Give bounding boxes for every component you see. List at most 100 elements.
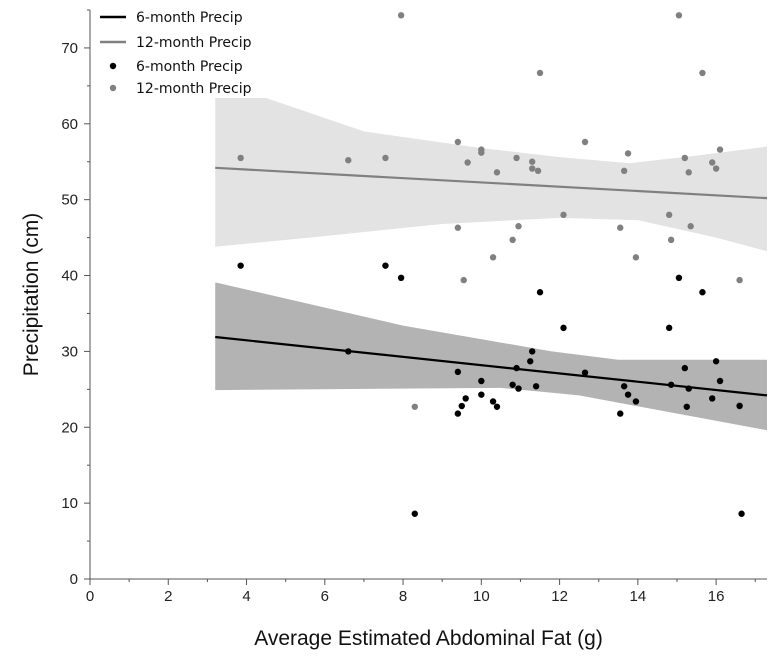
data-point-12-month <box>411 403 419 410</box>
data-point-6-month <box>617 410 624 417</box>
data-point-12-month <box>454 224 462 231</box>
data-point-12-month <box>624 150 632 157</box>
data-point-12-month <box>464 159 471 166</box>
data-point-6-month <box>699 289 706 296</box>
data-point-6-month <box>411 510 419 517</box>
data-point-6-month <box>462 395 469 402</box>
data-point-12-month <box>509 236 516 244</box>
data-point-12-month <box>685 169 692 176</box>
data-point-12-month <box>675 12 683 19</box>
data-point-6-month <box>493 403 501 410</box>
legend-label: 12-month Precip <box>136 81 252 97</box>
data-point-12-month <box>716 146 724 153</box>
data-point-6-month <box>675 274 683 282</box>
regression-line-6-month <box>215 335 768 397</box>
y-tick-label: 0 <box>70 571 78 588</box>
data-point-12-month <box>687 223 694 230</box>
y-tick-label: 20 <box>61 419 78 436</box>
data-point-12-month <box>397 12 405 19</box>
data-point-6-month <box>515 385 522 392</box>
x-tick-label: 4 <box>242 588 250 605</box>
data-point-12-month <box>460 276 467 284</box>
data-point-12-month <box>478 146 485 153</box>
data-point-12-month <box>529 158 536 165</box>
data-point-12-month <box>709 159 716 166</box>
data-point-6-month <box>478 377 485 385</box>
x-tick-label: 2 <box>164 588 172 605</box>
data-point-12-month <box>581 138 589 146</box>
data-point-12-month <box>632 254 640 261</box>
y-tick-label: 10 <box>61 495 78 512</box>
data-point-6-month <box>632 398 640 405</box>
y-tick-label: 50 <box>61 192 78 209</box>
data-point-12-month <box>681 154 689 162</box>
confidence-bands <box>215 98 767 431</box>
data-point-6-month <box>624 391 632 398</box>
y-tick-label: 40 <box>61 268 78 285</box>
data-point-6-month <box>736 402 743 410</box>
regression-line-12-month <box>215 166 768 200</box>
data-point-12-month <box>667 236 675 244</box>
data-point-6-month <box>620 383 628 390</box>
confidence-band-12-month <box>215 98 767 252</box>
data-point-12-month <box>560 211 567 219</box>
y-tick-label: 70 <box>61 40 78 57</box>
data-point-12-month <box>454 138 462 146</box>
data-point-6-month <box>665 324 673 332</box>
y-axis-title: Precipitation (cm) <box>20 213 43 376</box>
data-point-12-month <box>617 224 624 231</box>
legend-point-swatch <box>109 62 117 70</box>
data-point-12-month <box>493 169 501 176</box>
data-point-12-month <box>515 223 522 230</box>
data-point-6-month <box>454 410 462 417</box>
data-point-6-month <box>712 358 720 365</box>
data-point-6-month <box>581 369 589 376</box>
x-tick-label: 8 <box>399 588 407 605</box>
data-point-6-month <box>345 348 352 355</box>
y-tick-label: 60 <box>61 116 78 133</box>
data-point-6-month <box>478 391 485 398</box>
legend-label: 6-month Precip <box>136 10 243 26</box>
data-point-6-month <box>382 262 389 269</box>
legend-point-swatch <box>109 84 117 92</box>
data-point-6-month <box>397 274 405 282</box>
data-point-12-month <box>489 254 497 261</box>
data-point-6-month <box>716 377 724 385</box>
data-point-6-month <box>529 348 536 355</box>
legend: 6-month Precip 12-month Precip 6-month Pre… <box>100 10 252 97</box>
data-point-6-month <box>489 398 497 405</box>
data-point-12-month <box>382 154 389 162</box>
regression-lines <box>215 166 768 397</box>
data-point-6-month <box>458 402 465 410</box>
data-point-12-month <box>529 165 536 172</box>
data-point-6-month <box>685 385 692 392</box>
data-point-6-month <box>683 403 690 410</box>
data-point-12-month <box>699 69 706 77</box>
legend-label: 6-month Precip <box>136 59 243 75</box>
data-point-12-month <box>620 167 628 175</box>
x-tick-label: 14 <box>630 588 647 605</box>
data-point-6-month <box>527 358 534 365</box>
data-point-12-month <box>237 154 244 162</box>
data-point-6-month <box>509 381 516 388</box>
data-point-6-month <box>667 381 675 388</box>
data-point-6-month <box>536 289 544 296</box>
legend-label: 12-month Precip <box>136 35 252 51</box>
data-point-6-month <box>237 262 244 269</box>
data-point-6-month <box>454 368 462 376</box>
data-point-6-month <box>560 324 567 332</box>
data-point-6-month <box>532 383 540 390</box>
data-point-12-month <box>665 211 673 219</box>
x-tick-label: 12 <box>551 588 568 605</box>
data-point-6-month <box>513 364 520 372</box>
x-tick-label: 6 <box>321 588 329 605</box>
data-point-12-month <box>712 165 720 172</box>
data-point-12-month <box>736 276 743 284</box>
data-point-6-month <box>738 510 745 517</box>
y-tick-label: 30 <box>61 343 78 360</box>
data-point-6-month <box>681 364 689 372</box>
data-point-12-month <box>345 157 352 164</box>
x-axis-title: Average Estimated Abdominal Fat (g) <box>254 627 603 650</box>
data-point-12-month <box>513 154 520 162</box>
